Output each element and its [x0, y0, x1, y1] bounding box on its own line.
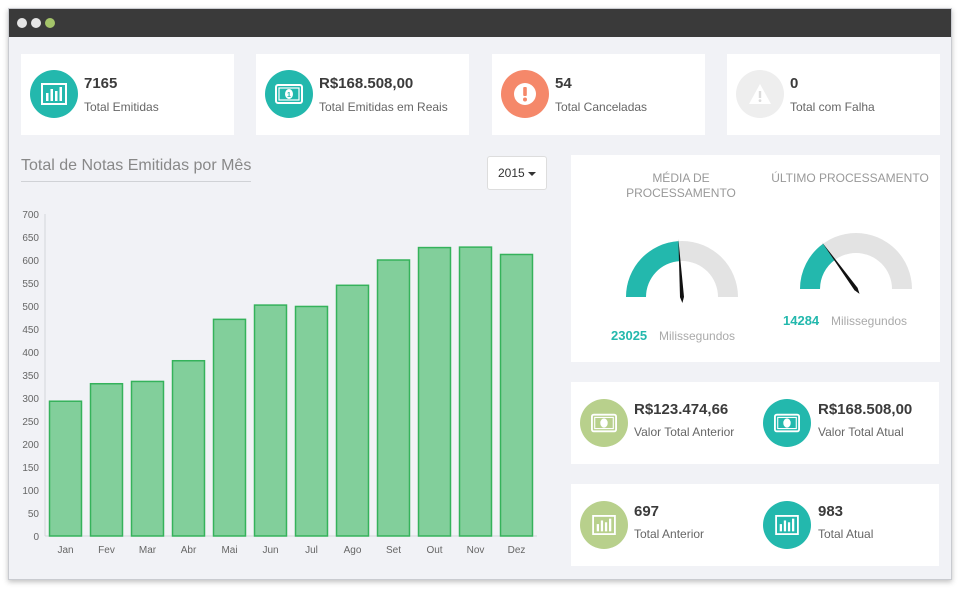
x-tick-label: Fev — [98, 545, 115, 556]
bar[interactable] — [171, 359, 206, 537]
gauge-value: 23025 — [611, 328, 648, 343]
stat-label: Total Emitidas — [84, 100, 159, 114]
gauge-unit: Milissegundos — [659, 329, 736, 343]
mini-card-value: R$168.508,00 — [818, 401, 913, 418]
gauge-needle — [678, 239, 684, 303]
bar[interactable] — [417, 246, 452, 537]
stat-value: R$168.508,00 — [319, 75, 414, 92]
svg-text:1: 1 — [287, 92, 291, 99]
y-tick-label: 200 — [22, 440, 39, 451]
gauge-title: ÚLTIMO PROCESSAMENTO — [771, 171, 929, 185]
bar-chart-icon — [30, 70, 78, 118]
year-select[interactable]: 2015 — [487, 156, 547, 190]
stat-value: 0 — [790, 75, 799, 92]
stat-value: 54 — [555, 75, 572, 92]
y-tick-label: 350 — [22, 371, 39, 382]
y-tick-label: 250 — [22, 417, 39, 428]
mini-card-value: R$123.474,66 — [634, 401, 729, 418]
y-tick-label: 300 — [22, 394, 39, 405]
bar[interactable] — [48, 400, 83, 537]
bar[interactable] — [376, 259, 411, 537]
x-tick-label: Mai — [221, 545, 237, 556]
gauge-title: MÉDIA DE PROCESSAMENTO — [626, 171, 736, 200]
mini-card-value: 983 — [818, 503, 844, 520]
warning-icon — [736, 70, 784, 118]
x-tick-label: Nov — [467, 545, 485, 556]
stat-card-total-emitidas: 7165 Total Emitidas — [21, 54, 234, 135]
gauge-fill — [800, 243, 835, 289]
mini-card-label: Total Atual — [818, 527, 874, 541]
money-icon — [580, 399, 628, 447]
stat-card-total-falha: 0 Total com Falha — [727, 54, 940, 135]
window-titlebar — [9, 9, 951, 37]
gauge-track — [800, 233, 912, 289]
y-tick-label: 500 — [22, 302, 39, 313]
x-tick-label: Mar — [139, 545, 157, 556]
bar[interactable] — [130, 380, 165, 537]
y-tick-label: 550 — [22, 279, 39, 290]
stat-label: Total Emitidas em Reais — [319, 100, 448, 114]
gauge-fill — [626, 241, 680, 297]
mini-card-label: Valor Total Anterior — [634, 425, 735, 439]
bar[interactable] — [89, 382, 124, 537]
mini-card-label: Total Anterior — [634, 527, 705, 541]
y-tick-label: 450 — [22, 325, 39, 336]
mini-card-valor: R$123.474,66 Valor Total Anterior R$168.… — [571, 382, 939, 464]
mini-card-total: 697 Total Anterior 983 Total Atual — [571, 484, 939, 566]
y-tick-label: 150 — [22, 463, 39, 474]
stat-card-total-reais: 1 R$168.508,00 Total Emitidas em Reais — [256, 54, 469, 135]
bar[interactable] — [212, 318, 247, 537]
bar-chart-icon — [763, 501, 811, 549]
bar-chart-icon — [580, 501, 628, 549]
gauge-ultimo — [800, 233, 912, 294]
gauge-value: 14284 — [783, 313, 820, 328]
x-tick-label: Abr — [181, 545, 197, 556]
window-close-button[interactable] — [17, 18, 27, 28]
mini-card-value: 697 — [634, 503, 660, 520]
stat-value: 7165 — [84, 75, 118, 92]
y-tick-label: 50 — [28, 509, 40, 520]
y-tick-label: 650 — [22, 233, 39, 244]
bar[interactable] — [294, 305, 329, 537]
bar[interactable] — [499, 253, 534, 537]
y-tick-label: 400 — [22, 348, 39, 359]
exclamation-icon — [501, 70, 549, 118]
x-tick-label: Set — [386, 545, 401, 556]
gauge-media — [626, 239, 738, 303]
chevron-down-icon — [528, 172, 536, 176]
gauge-needle — [821, 242, 860, 294]
bar[interactable] — [253, 304, 288, 537]
y-tick-label: 600 — [22, 256, 39, 267]
gauge-panel: MÉDIA DE PROCESSAMENTO 23025 Milissegund… — [571, 155, 940, 362]
stat-card-total-canceladas: 54 Total Canceladas — [492, 54, 705, 135]
bar[interactable] — [335, 284, 370, 537]
money-icon: 1 — [265, 70, 313, 118]
window-maximize-button[interactable] — [45, 18, 55, 28]
window-minimize-button[interactable] — [31, 18, 41, 28]
x-tick-label: Jul — [305, 545, 318, 556]
x-tick-label: Jan — [57, 545, 73, 556]
x-tick-label: Out — [426, 545, 442, 556]
x-tick-label: Jun — [262, 545, 278, 556]
x-tick-label: Ago — [344, 545, 362, 556]
y-tick-label: 0 — [33, 532, 39, 543]
y-tick-label: 100 — [22, 486, 39, 497]
bar-chart: 0 50 100 150 200 250 300 350 400 450 500 550 600 650 7… — [22, 210, 537, 556]
year-select-value: 2015 — [498, 166, 525, 180]
y-tick-label: 700 — [22, 210, 39, 221]
gauge-unit: Milissegundos — [831, 314, 908, 328]
x-tick-label: Dez — [508, 545, 526, 556]
stat-label: Total Canceladas — [555, 100, 648, 114]
mini-card-label: Valor Total Atual — [818, 425, 904, 439]
chart-title: Total de Notas Emitidas por Mês — [21, 157, 252, 182]
stat-label: Total com Falha — [790, 100, 875, 114]
dashboard-window: 7165 Total Emitidas 1 R$168.508,00 Total… — [8, 8, 952, 580]
bar[interactable] — [458, 246, 493, 537]
money-icon — [763, 399, 811, 447]
